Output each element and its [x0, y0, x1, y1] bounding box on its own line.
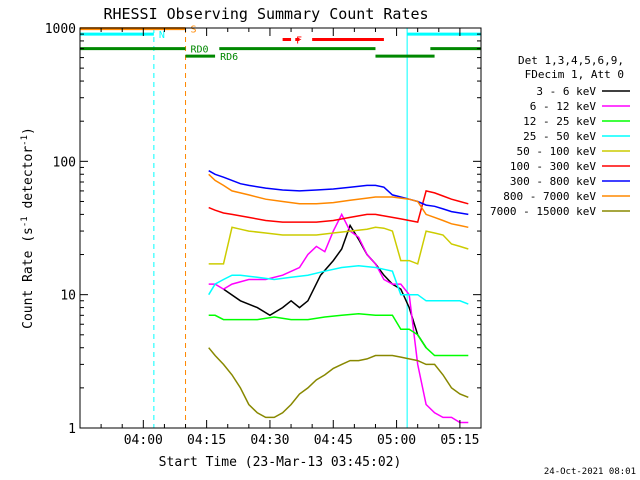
state-bar-label-1: N — [159, 30, 165, 41]
legend-label-4: 50 - 100 keV — [517, 145, 597, 158]
legend-label-0: 3 - 6 keV — [536, 85, 596, 98]
chart-title: RHESSI Observing Summary Count Rates — [103, 5, 428, 23]
x-tick-label-1: 04:15 — [187, 433, 226, 448]
y-tick-label-1: 10 — [60, 289, 76, 304]
legend-label-2: 12 - 25 keV — [523, 115, 596, 128]
series-line-1 — [208, 212, 469, 424]
state-bars: S N F RD0 RD6 — [80, 25, 481, 63]
y-tick-label-0: 1 — [68, 422, 76, 437]
state-bar-label-4: RD6 — [220, 52, 238, 63]
series-line-2 — [208, 312, 469, 357]
series-line-7 — [208, 173, 469, 229]
x-tick-label-5: 05:15 — [440, 433, 479, 448]
legend-label-3: 25 - 50 keV — [523, 130, 596, 143]
x-tick-label-2: 04:30 — [250, 433, 289, 448]
legend-label-8: 7000 - 15000 keV — [490, 205, 596, 218]
series-line-5 — [208, 190, 469, 223]
x-tick-label-4: 05:00 — [377, 433, 416, 448]
plot-frame — [79, 27, 482, 429]
series-line-3 — [208, 264, 469, 305]
series-lines — [208, 170, 469, 424]
axis-ticks: 04:00 04:15 04:30 04:45 05:00 05:15 1 10 100 1000 — [45, 22, 481, 448]
series-line-4 — [208, 226, 469, 265]
legend-label-5: 100 - 300 keV — [510, 160, 596, 173]
x-tick-label-3: 04:45 — [314, 433, 353, 448]
y-tick-label-2: 100 — [53, 155, 76, 170]
x-tick-label-0: 04:00 — [124, 433, 163, 448]
y-tick-label-3: 1000 — [45, 22, 76, 37]
series-line-8 — [208, 347, 469, 419]
legend: Det 1,3,4,5,6,9,FDecim 1, Att 0 3 - 6 keV… — [490, 54, 630, 218]
y-axis-label: Count Rate (s-1 detector-1) — [20, 127, 36, 329]
state-bar-label-3: RD0 — [191, 45, 209, 56]
x-axis-label: Start Time (23-Mar-13 03:45:02) — [159, 455, 402, 470]
legend-label-1: 6 - 12 keV — [530, 100, 597, 113]
state-bar-label-0: S — [191, 25, 197, 36]
footer-timestamp: 24-Oct-2021 08:01 — [544, 467, 636, 477]
state-bar-label-2: F — [296, 35, 302, 46]
series-line-6 — [208, 170, 469, 216]
legend-label-6: 300 - 800 keV — [510, 175, 596, 188]
legend-header-0: Det 1,3,4,5,6,9, — [518, 54, 624, 67]
legend-label-7: 800 - 7000 keV — [503, 190, 596, 203]
legend-header-1: FDecim 1, Att 0 — [525, 68, 624, 81]
vertical-markers — [79, 28, 482, 428]
